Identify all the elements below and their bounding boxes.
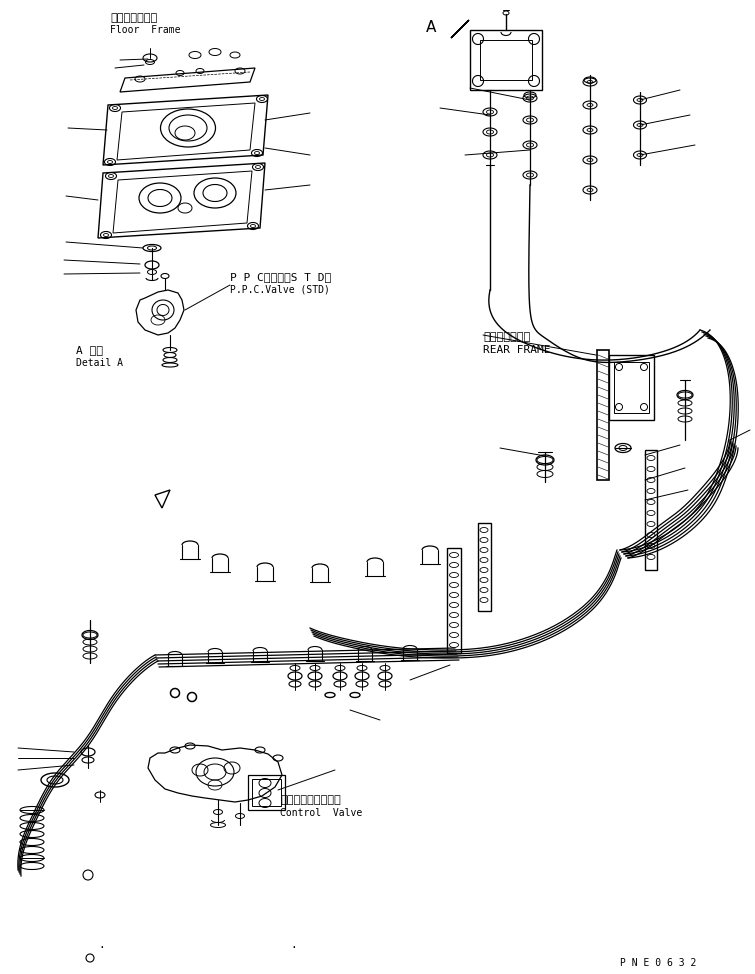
Text: フロアフレーム: フロアフレーム	[110, 13, 157, 23]
Text: リヤーフレーム: リヤーフレーム	[483, 332, 530, 342]
Text: .: .	[290, 940, 297, 950]
Text: A 詳細: A 詳細	[76, 345, 103, 355]
Text: .: .	[98, 940, 105, 950]
Text: Floor  Frame: Floor Frame	[110, 25, 180, 35]
Text: A: A	[426, 20, 436, 35]
Text: REAR FRAME: REAR FRAME	[483, 345, 550, 355]
Text: P.P.C.Valve (STD): P.P.C.Valve (STD)	[230, 284, 330, 294]
Text: Detail A: Detail A	[76, 358, 123, 368]
Text: P P Cバルブ（S T D）: P P Cバルブ（S T D）	[230, 272, 331, 282]
Polygon shape	[451, 20, 469, 38]
Text: Control  Valve: Control Valve	[280, 808, 362, 818]
Text: P N E 0 6 3 2: P N E 0 6 3 2	[620, 958, 696, 968]
Text: コントロールバルブ: コントロールバルブ	[280, 795, 341, 805]
